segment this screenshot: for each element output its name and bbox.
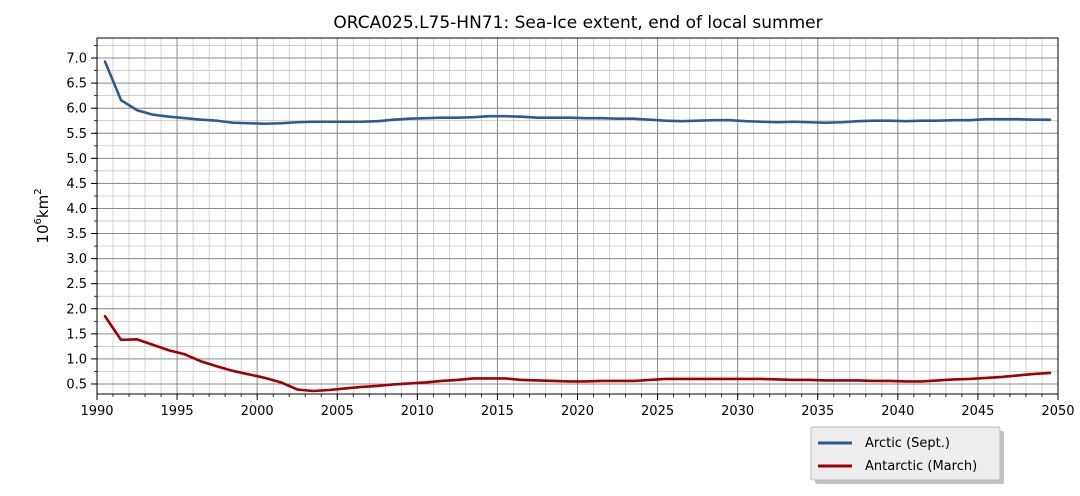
x-tick-label: 2000	[241, 404, 274, 419]
y-tick-label: 2.5	[66, 277, 87, 292]
y-tick-label: 1.5	[66, 327, 87, 342]
x-tick-label: 2045	[961, 404, 994, 419]
y-axis-label-unit: km	[34, 195, 52, 218]
x-tick-label: 1990	[80, 404, 113, 419]
x-tick-label: 2030	[721, 404, 754, 419]
y-tick-label: 4.0	[66, 202, 87, 217]
legend: Arctic (Sept.) Antarctic (March)	[810, 426, 1004, 484]
series-line-antarctic	[103, 314, 1052, 393]
y-tick-label: 7.0	[66, 52, 87, 67]
x-tick-label: 2020	[561, 404, 594, 419]
x-tick-label: 2005	[321, 404, 354, 419]
y-tick-label: 6.0	[66, 102, 87, 117]
y-axis-label-unit-exponent: 2	[33, 188, 44, 194]
y-tick-label: 0.5	[66, 377, 87, 392]
x-tick-label: 1995	[161, 404, 194, 419]
y-tick-label: 3.5	[66, 227, 87, 242]
legend-label-arctic: Arctic (Sept.)	[865, 436, 950, 451]
y-tick-label: 3.0	[66, 252, 87, 267]
x-tick-label: 2025	[641, 404, 674, 419]
y-tick-label: 2.0	[66, 302, 87, 317]
chart-title: ORCA025.L75-HN71: Sea-Ice extent, end of…	[333, 13, 822, 33]
legend-label-antarctic: Antarctic (March)	[865, 459, 977, 474]
y-tick-label: 6.5	[66, 77, 87, 92]
y-tick-label: 1.0	[66, 352, 87, 367]
y-axis-label-base: 10	[34, 224, 52, 243]
legend-box	[810, 426, 1001, 481]
x-tick-label: 2015	[481, 404, 514, 419]
x-tick-label: 2035	[801, 404, 834, 419]
y-tick-label: 5.0	[66, 152, 87, 167]
y-axis: 0.5 1.0 1.5 2.0 2.5 3.0 3.5 4.0 4.5 5.0 5.5 6.0 6.5 7…	[66, 45, 97, 392]
y-tick-label: 5.5	[66, 127, 87, 142]
x-tick-label: 2040	[881, 404, 914, 419]
y-axis-label-exponent: 6	[33, 218, 44, 224]
x-axis: 1990 1995 2000 2005 2010 2015 2020 2025 2030 2035…	[80, 394, 1075, 419]
y-axis-label: 106km2	[33, 188, 52, 243]
series-line-arctic	[103, 60, 1052, 126]
y-tick-label: 4.5	[66, 177, 87, 192]
x-tick-label: 2010	[401, 404, 434, 419]
major-grid	[96, 38, 1059, 394]
series-lines	[103, 60, 1052, 393]
x-tick-label: 2050	[1041, 404, 1074, 419]
